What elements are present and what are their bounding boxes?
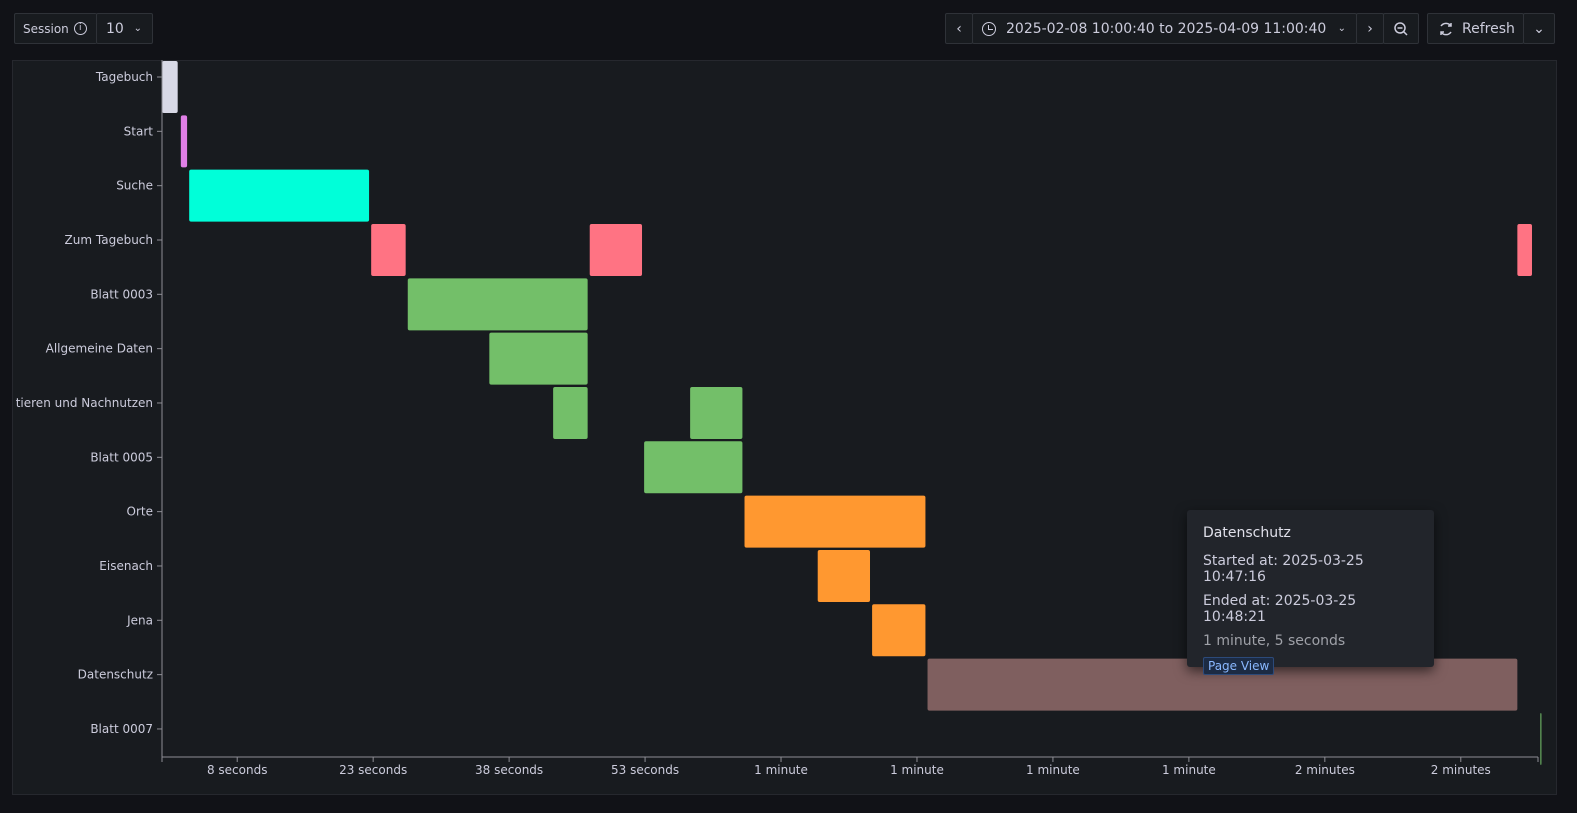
row-label: Jena xyxy=(126,613,153,627)
info-icon[interactable]: i xyxy=(73,22,87,35)
bar[interactable] xyxy=(489,332,588,385)
x-tick-label: 1 minute xyxy=(754,763,808,777)
chevron-left-icon: ‹ xyxy=(956,20,962,37)
bar[interactable] xyxy=(371,223,406,276)
row-label: Start xyxy=(124,124,154,138)
tooltip-ended: Ended at: 2025-03-25 10:48:21 xyxy=(1203,593,1357,625)
bars xyxy=(162,61,1542,765)
bar[interactable] xyxy=(872,604,926,657)
tooltip-started: Started at: 2025-03-25 10:47:16 xyxy=(1203,553,1364,585)
x-tick-label: 1 minute xyxy=(1162,763,1216,777)
x-tick-label: 1 minute xyxy=(1026,763,1080,777)
row-label: Datenschutz xyxy=(78,668,153,682)
bar[interactable] xyxy=(553,386,588,439)
bar[interactable] xyxy=(690,386,743,439)
x-tick-label: 38 seconds xyxy=(475,763,543,777)
x-tick-label: 53 seconds xyxy=(611,763,679,777)
bar[interactable] xyxy=(644,441,743,494)
chevron-down-icon: ⌄ xyxy=(1533,20,1545,37)
x-tick-label: 2 minutes xyxy=(1295,763,1355,777)
session-label: Session i xyxy=(14,13,97,44)
session-value: 10 xyxy=(106,20,124,37)
row-label: Tagebuch xyxy=(95,70,153,84)
refresh-label: Refresh xyxy=(1462,20,1515,37)
chevron-down-icon: ⌄ xyxy=(133,23,142,34)
x-tick-label: 1 minute xyxy=(890,763,944,777)
row-label: Zum Tagebuch xyxy=(65,233,153,247)
time-range-picker[interactable]: 2025-02-08 10:00:40 to 2025-04-09 11:00:… xyxy=(972,13,1357,44)
refresh-icon xyxy=(1440,22,1452,35)
row-label: Allgemeine Daten xyxy=(46,342,153,356)
bar[interactable] xyxy=(1517,223,1532,276)
row-label: Blatt 0007 xyxy=(90,722,153,736)
row-label: Orte xyxy=(127,505,153,519)
chevron-down-icon: ⌄ xyxy=(1337,23,1346,34)
axes xyxy=(157,60,1539,762)
bar[interactable] xyxy=(162,61,178,113)
clock-icon xyxy=(982,21,996,36)
refresh-button[interactable]: Refresh xyxy=(1427,13,1524,44)
refresh-interval-dropdown[interactable]: ⌄ xyxy=(1523,13,1555,44)
bar[interactable] xyxy=(1540,712,1542,765)
row-label: Blatt 0005 xyxy=(90,450,153,464)
x-tick-label: 2 minutes xyxy=(1431,763,1491,777)
zoom-out-button[interactable] xyxy=(1383,13,1419,44)
session-label-text: Session xyxy=(23,21,69,36)
row-label: Suche xyxy=(116,179,153,193)
bar[interactable] xyxy=(589,223,643,276)
row-label: Eisenach xyxy=(99,559,153,573)
tooltip-badge: Page View xyxy=(1203,657,1275,675)
tooltip-duration: 1 minute, 5 seconds xyxy=(1203,633,1346,649)
x-tick-label: 8 seconds xyxy=(207,763,268,777)
bar[interactable] xyxy=(407,278,588,331)
x-tick-labels: 8 seconds 23 seconds 38 seconds 53 seconds 1… xyxy=(207,763,1491,777)
row-label: Blatt 0003 xyxy=(90,287,153,301)
bar[interactable] xyxy=(180,115,188,168)
time-range-text: 2025-02-08 10:00:40 to 2025-04-09 11:00:… xyxy=(1006,20,1327,37)
row-label: tieren und Nachnutzen xyxy=(16,396,153,410)
bar[interactable] xyxy=(744,495,926,548)
bar[interactable] xyxy=(189,169,370,222)
bar[interactable] xyxy=(817,549,871,602)
row-labels: Tagebuch Start Suche Zum Tagebuch Blatt 0003… xyxy=(16,70,154,736)
session-select[interactable]: 10 ⌄ xyxy=(96,13,153,44)
time-range-forward-button[interactable]: › xyxy=(1356,13,1384,44)
zoom-out-icon xyxy=(1394,21,1408,36)
bar[interactable] xyxy=(927,658,1518,711)
tooltip-title: Datenschutz xyxy=(1203,525,1291,541)
x-tick-label: 23 seconds xyxy=(339,763,407,777)
toolbar: Session i 10 ⌄ ‹ 2025-02-08 10:00:40 to … xyxy=(0,0,1577,60)
chevron-right-icon: › xyxy=(1367,20,1373,37)
tooltip: Datenschutz Started at: 2025-03-25 10:47… xyxy=(1187,510,1434,675)
